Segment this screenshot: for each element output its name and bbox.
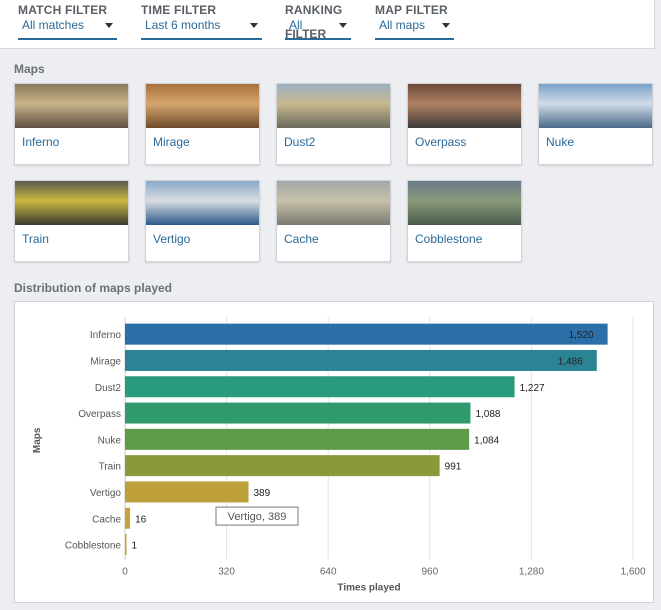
map-thumbnail [408,84,521,128]
y-tick-label: Vertigo [90,488,122,499]
bar-overpass[interactable] [125,402,471,424]
y-tick-label: Inferno [90,330,122,341]
map-filter-label: MAP FILTER [375,3,448,17]
time-filter-value: Last 6 months [145,18,221,32]
map-name: Inferno [22,135,60,149]
map-filter-value: All maps [379,18,426,32]
chevron-down-icon [105,23,113,28]
y-tick-label: Cobblestone [65,541,122,552]
map-card-vertigo[interactable]: Vertigo [145,180,260,262]
map-name: Vertigo [153,232,191,246]
map-filter-select[interactable]: All maps [375,18,454,40]
map-name: Dust2 [284,135,316,149]
bar-cobblestone[interactable] [125,534,127,556]
ranking-filter-value: All [289,18,303,32]
bar-value-label: 1 [132,541,138,552]
map-thumbnail [146,84,259,128]
map-thumbnail [277,181,390,225]
distribution-chart-card: 0 320 640 960 1,280 1,600 Inferno 1,520 Mirage 1,… [14,301,654,603]
y-tick-label: Train [99,462,121,473]
map-thumbnail [277,84,390,128]
bar-nuke[interactable] [125,428,470,450]
chevron-down-icon [339,23,347,28]
bar-vertigo[interactable] [125,481,249,503]
time-filter[interactable]: TIME FILTER Last 6 months [141,4,262,40]
match-filter-label: MATCH FILTER [18,3,108,17]
map-card-cobblestone[interactable]: Cobblestone [407,180,522,262]
map-name: Train [22,232,49,246]
chart-tooltip-text: Vertigo, 389 [228,511,287,523]
map-card-inferno[interactable]: Inferno [14,83,129,165]
bar-mirage[interactable] [125,349,597,371]
x-tick-label: 960 [421,567,438,578]
map-card-overpass[interactable]: Overpass [407,83,522,165]
map-name: Mirage [153,135,190,149]
chevron-down-icon [442,23,450,28]
map-thumbnail [15,181,128,225]
map-thumbnail [539,84,652,128]
ranking-filter-select[interactable]: All FILTER [285,18,351,41]
x-tick-label: 640 [320,567,337,578]
x-tick-label: 1,600 [620,567,645,578]
map-filter[interactable]: MAP FILTER All maps [375,4,454,40]
map-thumbnail [15,84,128,128]
y-tick-label: Dust2 [95,383,122,394]
filter-bar: MATCH FILTER All matches TIME FILTER Las… [0,0,655,49]
map-card-cache[interactable]: Cache [276,180,391,262]
time-filter-select[interactable]: Last 6 months [141,18,262,40]
map-name: Overpass [415,135,467,149]
y-tick-label: Cache [92,514,121,525]
bar-dust2[interactable] [125,376,515,398]
ranking-filter[interactable]: RANKING All FILTER [285,3,351,41]
x-axis-title: Times played [337,583,400,594]
map-card-nuke[interactable]: Nuke [538,83,653,165]
bar-value-label: 389 [254,488,271,499]
map-card-train[interactable]: Train [14,180,129,262]
x-tick-label: 1,280 [519,567,544,578]
x-tick-label: 0 [122,567,128,578]
y-tick-label: Nuke [98,435,122,446]
distribution-bar-chart: 0 320 640 960 1,280 1,600 Inferno 1,520 Mirage 1,… [32,317,646,594]
time-filter-label: TIME FILTER [141,3,217,17]
bar-value-label: 1,486 [558,356,583,367]
match-filter-value: All matches [22,18,85,32]
map-name: Cache [284,232,319,246]
y-axis-title: Maps [32,427,43,453]
chevron-down-icon [250,23,258,28]
bar-cache[interactable] [125,507,131,529]
map-card-dust2[interactable]: Dust2 [276,83,391,165]
map-card-mirage[interactable]: Mirage [145,83,260,165]
map-name: Nuke [546,135,575,149]
bar-value-label: 16 [135,514,147,525]
bar-value-label: 991 [445,462,462,473]
x-tick-label: 320 [218,567,235,578]
map-thumbnail [146,181,259,225]
match-filter[interactable]: MATCH FILTER All matches [18,4,117,40]
bar-train[interactable] [125,455,440,477]
bar-inferno[interactable] [125,323,608,345]
map-name: Cobblestone [415,232,483,246]
y-tick-label: Mirage [90,356,121,367]
chart-tooltip [215,506,299,526]
bar-value-label: 1,088 [475,409,500,420]
ranking-filter-label: RANKING [285,3,343,17]
ranking-filter-label-2: FILTER [285,27,327,41]
bar-value-label: 1,084 [474,435,499,446]
bar-value-label: 1,227 [520,383,545,394]
maps-section-title: Maps [14,62,45,76]
map-thumbnail [408,181,521,225]
bar-value-label: 1,520 [569,330,594,341]
y-tick-label: Overpass [78,409,121,420]
distribution-section-title: Distribution of maps played [14,281,173,295]
match-filter-select[interactable]: All matches [18,18,117,40]
